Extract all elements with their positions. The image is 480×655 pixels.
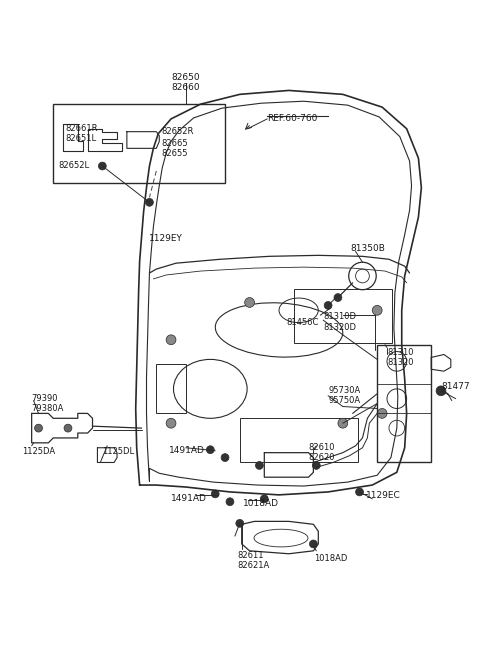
Circle shape <box>206 446 214 454</box>
Circle shape <box>334 293 342 301</box>
Text: 82652R: 82652R <box>161 127 193 136</box>
Circle shape <box>166 419 176 428</box>
Circle shape <box>226 498 234 506</box>
Text: 82611
82621A: 82611 82621A <box>238 551 270 571</box>
Text: 81456C: 81456C <box>286 318 318 328</box>
Circle shape <box>260 495 268 503</box>
Circle shape <box>255 462 264 470</box>
Circle shape <box>312 462 320 470</box>
Text: 1018AD: 1018AD <box>314 553 348 563</box>
Circle shape <box>221 454 229 462</box>
Circle shape <box>310 540 317 548</box>
Circle shape <box>436 386 446 396</box>
Circle shape <box>377 409 387 419</box>
Circle shape <box>211 490 219 498</box>
Text: 1129EC: 1129EC <box>366 491 401 500</box>
Bar <box>377 345 431 462</box>
Text: 1129EY: 1129EY <box>149 234 183 243</box>
Text: 82652L: 82652L <box>58 161 89 170</box>
Circle shape <box>98 162 106 170</box>
Circle shape <box>236 519 244 527</box>
Text: REF.60-760: REF.60-760 <box>267 114 318 123</box>
Circle shape <box>372 305 382 315</box>
Text: 82650
82660: 82650 82660 <box>171 73 200 92</box>
Circle shape <box>338 419 348 428</box>
Text: 1491AD: 1491AD <box>171 494 207 503</box>
Circle shape <box>356 488 363 496</box>
Text: 1125DL: 1125DL <box>102 447 134 456</box>
Text: 79390
79380A: 79390 79380A <box>32 394 64 413</box>
Circle shape <box>324 301 332 309</box>
Text: 81310D
81320D: 81310D 81320D <box>323 312 356 331</box>
Text: 81477: 81477 <box>441 382 469 391</box>
Circle shape <box>64 424 72 432</box>
Text: 81310
81320: 81310 81320 <box>387 348 413 367</box>
Text: 82661R
82651L: 82661R 82651L <box>65 124 97 143</box>
Text: 82610
82620: 82610 82620 <box>309 443 335 462</box>
Text: 82665
82655: 82665 82655 <box>161 139 188 158</box>
Circle shape <box>145 198 154 206</box>
Bar <box>294 289 392 343</box>
Bar <box>53 104 225 183</box>
Text: 1125DA: 1125DA <box>22 447 55 456</box>
Text: 1018AD: 1018AD <box>243 499 279 508</box>
Text: 81350B: 81350B <box>351 244 385 253</box>
Bar <box>156 364 186 413</box>
Text: 1491AD: 1491AD <box>169 446 205 455</box>
Circle shape <box>35 424 42 432</box>
Circle shape <box>245 297 254 307</box>
Text: 95730A
95750A: 95730A 95750A <box>328 386 360 405</box>
Circle shape <box>166 335 176 345</box>
Bar <box>240 419 358 462</box>
